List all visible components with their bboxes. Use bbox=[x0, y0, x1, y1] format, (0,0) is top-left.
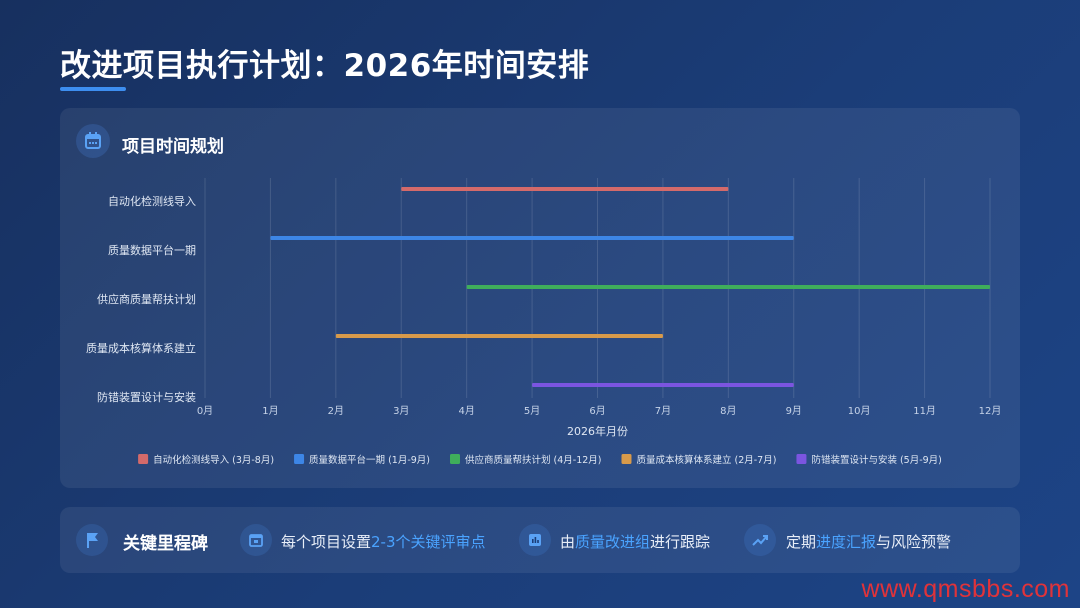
legend-swatch bbox=[796, 454, 807, 464]
milestone-item-review: 每个项目设置2-3个关键评审点 bbox=[281, 531, 486, 552]
legend-label: 质量成本核算体系建立 (2月-7月) bbox=[636, 454, 776, 466]
milestone-text-pre: 由 bbox=[560, 533, 576, 551]
legend-swatch bbox=[294, 454, 305, 464]
x-tick-label: 5月 bbox=[524, 405, 540, 417]
legend-label: 供应商质量帮扶计划 (4月-12月) bbox=[465, 454, 601, 466]
trend-up-icon bbox=[744, 524, 776, 556]
x-tick-label: 4月 bbox=[458, 405, 474, 417]
panel-title: 项目时间规划 bbox=[122, 137, 224, 157]
legend-swatch bbox=[450, 454, 461, 464]
chart-board-icon bbox=[519, 524, 551, 556]
task-bar bbox=[335, 334, 663, 338]
x-tick-label: 11月 bbox=[913, 405, 936, 417]
legend-label: 质量数据平台一期 (1月-9月) bbox=[309, 454, 430, 466]
milestone-text-highlight: 进度汇报 bbox=[816, 533, 877, 551]
x-tick-label: 2月 bbox=[328, 405, 344, 417]
milestones-bar: 关键里程碑 每个项目设置2-3个关键评审点 由质量改进组进行跟踪 定期进度汇报与… bbox=[60, 507, 1020, 573]
watermark: www.qmsbbs.com bbox=[861, 575, 1070, 603]
task-label: 质量数据平台一期 bbox=[108, 243, 196, 257]
legend-swatch bbox=[621, 454, 632, 464]
title-underline bbox=[60, 87, 126, 91]
milestones-title: 关键里程碑 bbox=[123, 534, 208, 554]
milestone-text-pre: 定期 bbox=[786, 533, 817, 551]
x-tick-label: 10月 bbox=[848, 405, 871, 417]
milestone-item-report: 定期进度汇报与风险预警 bbox=[786, 531, 951, 552]
calendar-check-icon bbox=[240, 524, 272, 556]
milestone-item-tracking: 由质量改进组进行跟踪 bbox=[560, 531, 710, 552]
legend-label: 防错装置设计与安装 (5月-9月) bbox=[811, 454, 941, 466]
task-label: 质量成本核算体系建立 bbox=[86, 341, 196, 355]
flag-icon bbox=[76, 524, 108, 556]
x-axis-label: 2026年月份 bbox=[567, 424, 628, 438]
task-bar bbox=[466, 285, 991, 289]
x-tick-label: 9月 bbox=[786, 405, 802, 417]
page-title: 改进项目执行计划：2026年时间安排 bbox=[60, 48, 590, 84]
milestone-text-post: 与风险预警 bbox=[876, 533, 952, 551]
x-tick-label: 12月 bbox=[979, 405, 1002, 417]
x-tick-label: 6月 bbox=[589, 405, 605, 417]
milestone-text-highlight: 质量改进组 bbox=[575, 533, 651, 551]
task-label: 供应商质量帮扶计划 bbox=[97, 292, 196, 306]
x-tick-label: 0月 bbox=[197, 405, 213, 417]
gantt-chart: 0月 1月 2月 3月 4月 5月 6月 7月 8月 9月 10月 11月 12月2026年月份自动化检… bbox=[86, 187, 1002, 466]
task-bar bbox=[532, 383, 794, 387]
x-tick-label: 3月 bbox=[393, 405, 409, 417]
calendar-icon bbox=[76, 124, 110, 158]
milestone-text-highlight: 2-3个关键评审点 bbox=[371, 533, 486, 551]
x-tick-label: 8月 bbox=[720, 405, 736, 417]
task-label: 防错装置设计与安装 bbox=[97, 390, 196, 404]
x-tick-label: 7月 bbox=[655, 405, 671, 417]
milestone-text-pre: 每个项目设置 bbox=[281, 533, 372, 551]
task-bar bbox=[270, 236, 794, 240]
task-label: 自动化检测线导入 bbox=[108, 194, 196, 208]
legend-label: 自动化检测线导入 (3月-8月) bbox=[153, 454, 274, 466]
milestone-text-post: 进行跟踪 bbox=[650, 533, 711, 551]
x-tick-label: 1月 bbox=[262, 405, 278, 417]
legend-swatch bbox=[138, 454, 149, 464]
task-bar bbox=[401, 187, 729, 191]
timeline-panel: 项目时间规划 bbox=[60, 108, 1020, 488]
